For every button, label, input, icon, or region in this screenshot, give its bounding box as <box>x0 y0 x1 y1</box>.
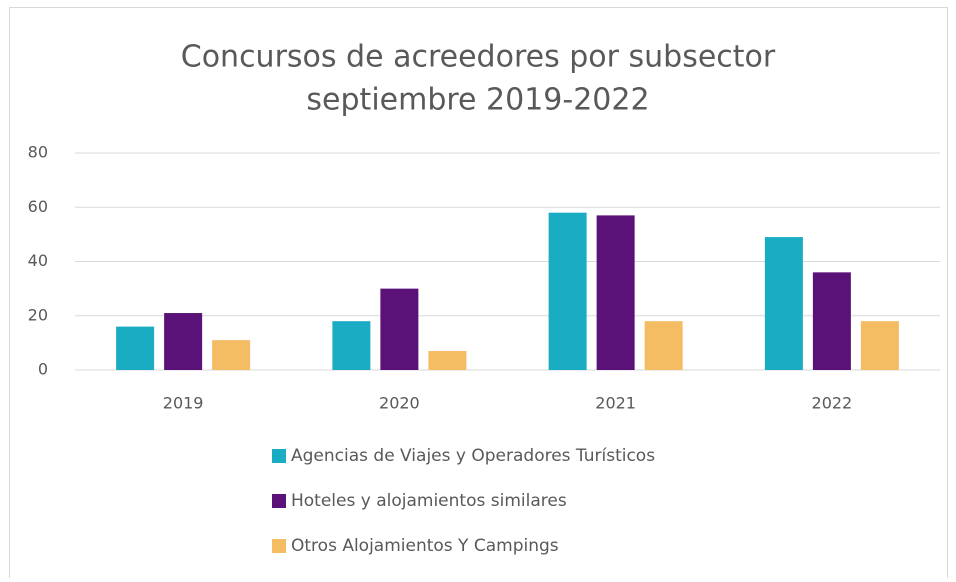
bar <box>380 288 419 370</box>
legend-swatch <box>272 539 286 553</box>
bar <box>332 321 371 370</box>
y-tick-label: 20 <box>28 305 48 324</box>
legend-swatch <box>272 449 286 463</box>
bar <box>764 237 803 370</box>
bar <box>164 313 203 370</box>
bar <box>812 272 851 370</box>
bar <box>644 321 683 370</box>
y-tick-label: 60 <box>28 197 48 216</box>
y-tick-label: 0 <box>38 360 48 379</box>
x-tick-label: 2021 <box>595 394 636 413</box>
x-tick-label: 2020 <box>379 394 420 413</box>
legend-swatch <box>272 494 286 508</box>
bar <box>596 215 635 370</box>
y-tick-label: 80 <box>28 143 48 162</box>
legend-label: Hoteles y alojamientos similares <box>291 491 567 511</box>
bar <box>116 326 155 370</box>
legend-label: Agencias de Viajes y Operadores Turístic… <box>291 446 655 466</box>
y-tick-label: 40 <box>28 251 48 270</box>
chart-title: Concursos de acreedores por subsector <box>181 40 776 75</box>
bar <box>428 351 467 370</box>
bar <box>212 340 251 370</box>
x-tick-label: 2019 <box>163 394 204 413</box>
chart-subtitle: septiembre 2019-2022 <box>306 83 649 118</box>
x-tick-label: 2022 <box>812 394 853 413</box>
legend-label: Otros Alojamientos Y Campings <box>291 536 559 556</box>
bar <box>548 212 587 370</box>
bar <box>860 321 899 370</box>
